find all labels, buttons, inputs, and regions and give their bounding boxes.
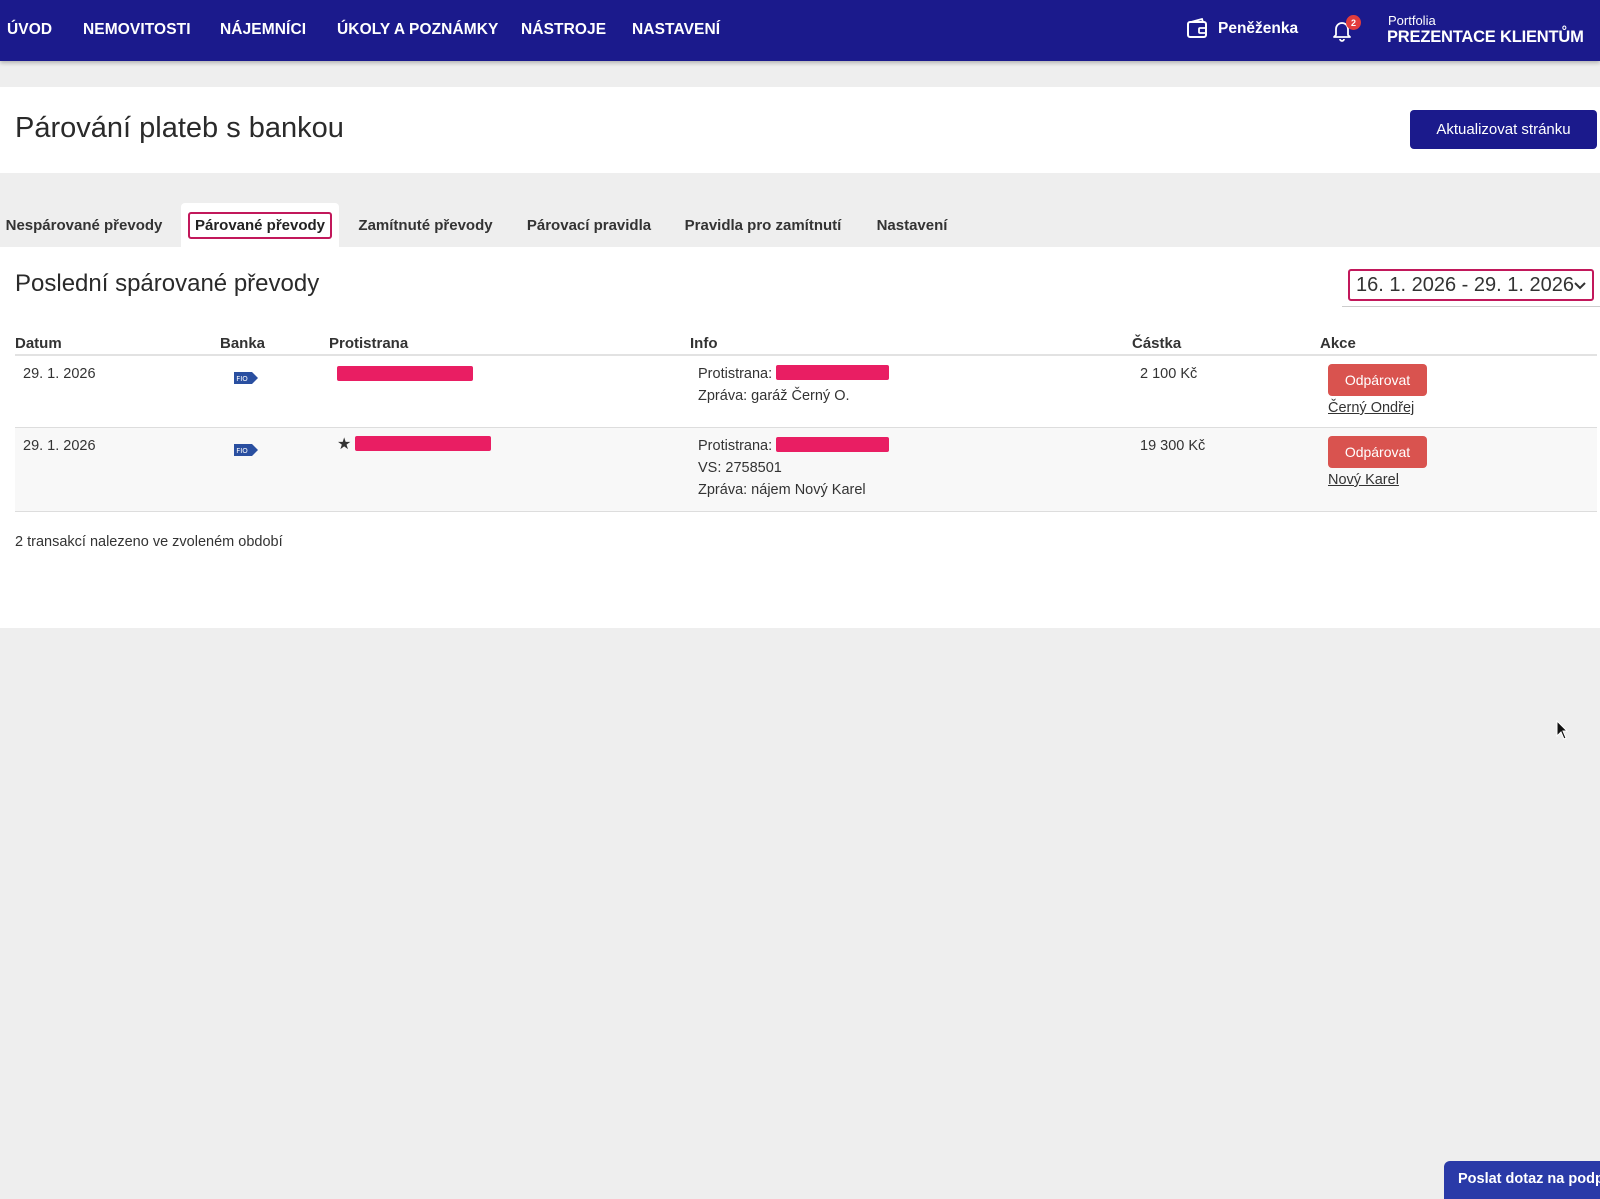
table-row: 29. 1. 2026 FIO ★ Protistrana: VS: 27585… — [15, 428, 1597, 512]
page-title: Párování plateb s bankou — [15, 112, 344, 144]
tab-rejection-rules[interactable]: Pravidla pro zamítnutí — [680, 203, 846, 247]
select-underline — [1342, 306, 1600, 307]
date-range-value: 16. 1. 2026 - 29. 1. 2026 — [1356, 273, 1574, 296]
tab-label: Párovací pravidla — [526, 216, 652, 234]
row-counterparty-redacted — [337, 364, 473, 386]
unpair-button[interactable]: Odpárovat — [1328, 364, 1427, 396]
bank-logo-icon: FIO — [234, 372, 258, 384]
column-header-date: Datum — [15, 335, 62, 352]
star-icon[interactable]: ★ — [337, 436, 352, 453]
tab-unpaired[interactable]: Nespárované převody — [0, 203, 168, 247]
mouse-cursor-icon — [1556, 720, 1568, 740]
wallet-label: Peněženka — [1218, 20, 1299, 37]
tenant-link[interactable]: Černý Ondřej — [1328, 400, 1415, 416]
row-counterparty: ★ — [337, 434, 492, 456]
portfolio-label: Portfolia — [1388, 13, 1436, 28]
tab-label: Pravidla pro zamítnutí — [684, 216, 842, 234]
nav-item-nastroje[interactable]: NÁSTROJE — [521, 21, 607, 38]
info-vs: VS: 2758501 — [698, 460, 782, 476]
row-amount: 2 100 Kč — [1140, 366, 1198, 382]
column-header-info: Info — [690, 335, 718, 352]
tab-pairing-rules[interactable]: Párovací pravidla — [516, 203, 662, 247]
row-date: 29. 1. 2026 — [23, 366, 96, 382]
nav-item-najemnici[interactable]: NÁJEMNÍCI — [220, 21, 307, 38]
info-counterparty-label: Protistrana: — [698, 366, 773, 382]
column-header-amount: Částka — [1132, 335, 1182, 352]
bell-icon[interactable] — [1330, 18, 1354, 42]
bank-logo-icon: FIO — [234, 444, 258, 456]
nav-item-nemovitosti[interactable]: NEMOVITOSTI — [83, 21, 191, 38]
column-header-counterparty: Protistrana — [329, 335, 409, 352]
date-range-select[interactable]: 16. 1. 2026 - 29. 1. 2026 — [1348, 269, 1594, 301]
paired-transfers-panel: Poslední spárované převody 16. 1. 2026 -… — [0, 247, 1600, 628]
row-info: Protistrana: VS: 2758501 Zpráva: nájem N… — [698, 435, 890, 501]
row-date: 29. 1. 2026 — [23, 438, 96, 454]
info-counterparty-label: Protistrana: — [698, 438, 773, 454]
nav-item-uvod[interactable]: ÚVOD — [7, 21, 53, 38]
chevron-down-icon — [1574, 282, 1586, 290]
support-chat-button[interactable]: Poslat dotaz na podporu — [1444, 1161, 1600, 1199]
svg-text:FIO: FIO — [236, 447, 248, 455]
info-message: Zpráva: garáž Černý O. — [698, 388, 850, 404]
portfolio-selector[interactable]: PREZENTACE KLIENTŮM — [1387, 28, 1584, 46]
table-header-divider — [15, 354, 1597, 356]
column-header-bank: Banka — [220, 335, 266, 352]
info-message: Zpráva: nájem Nový Karel — [698, 482, 866, 498]
tab-label: Párované převody — [187, 211, 333, 239]
nav-item-ukoly[interactable]: ÚKOLY A POZNÁMKY — [337, 21, 499, 38]
transactions-summary: 2 transakcí nalezeno ve zvoleném období — [15, 534, 283, 550]
refresh-page-button[interactable]: Aktualizovat stránku — [1410, 110, 1597, 149]
tab-settings[interactable]: Nastavení — [868, 203, 956, 247]
section-title: Poslední spárované převody — [15, 270, 320, 297]
nav-item-nastaveni[interactable]: NASTAVENÍ — [632, 21, 721, 38]
unpair-button[interactable]: Odpárovat — [1328, 436, 1427, 468]
column-header-actions: Akce — [1320, 335, 1356, 352]
tab-rejected[interactable]: Zamítnuté převody — [348, 203, 503, 247]
tab-label: Zamítnuté převody — [358, 216, 493, 234]
row-info: Protistrana: Zpráva: garáž Černý O. — [698, 363, 890, 407]
svg-text:FIO: FIO — [236, 375, 248, 383]
top-navbar: ÚVOD NEMOVITOSTI NÁJEMNÍCI ÚKOLY A POZNÁ… — [0, 0, 1600, 61]
tab-label: Nespárované převody — [5, 216, 163, 234]
tab-label: Nastavení — [876, 216, 948, 234]
notification-badge: 2 — [1346, 15, 1361, 30]
tenant-link[interactable]: Nový Karel — [1328, 472, 1399, 488]
page-header: Párování plateb s bankou Aktualizovat st… — [0, 87, 1600, 173]
table-row: 29. 1. 2026 FIO Protistrana: Zpráva: gar… — [15, 356, 1597, 428]
row-amount: 19 300 Kč — [1140, 438, 1206, 454]
wallet-icon — [1187, 18, 1207, 38]
wallet-link[interactable]: Peněženka — [1186, 18, 1298, 40]
tab-paired[interactable]: Párované převody — [181, 203, 339, 247]
